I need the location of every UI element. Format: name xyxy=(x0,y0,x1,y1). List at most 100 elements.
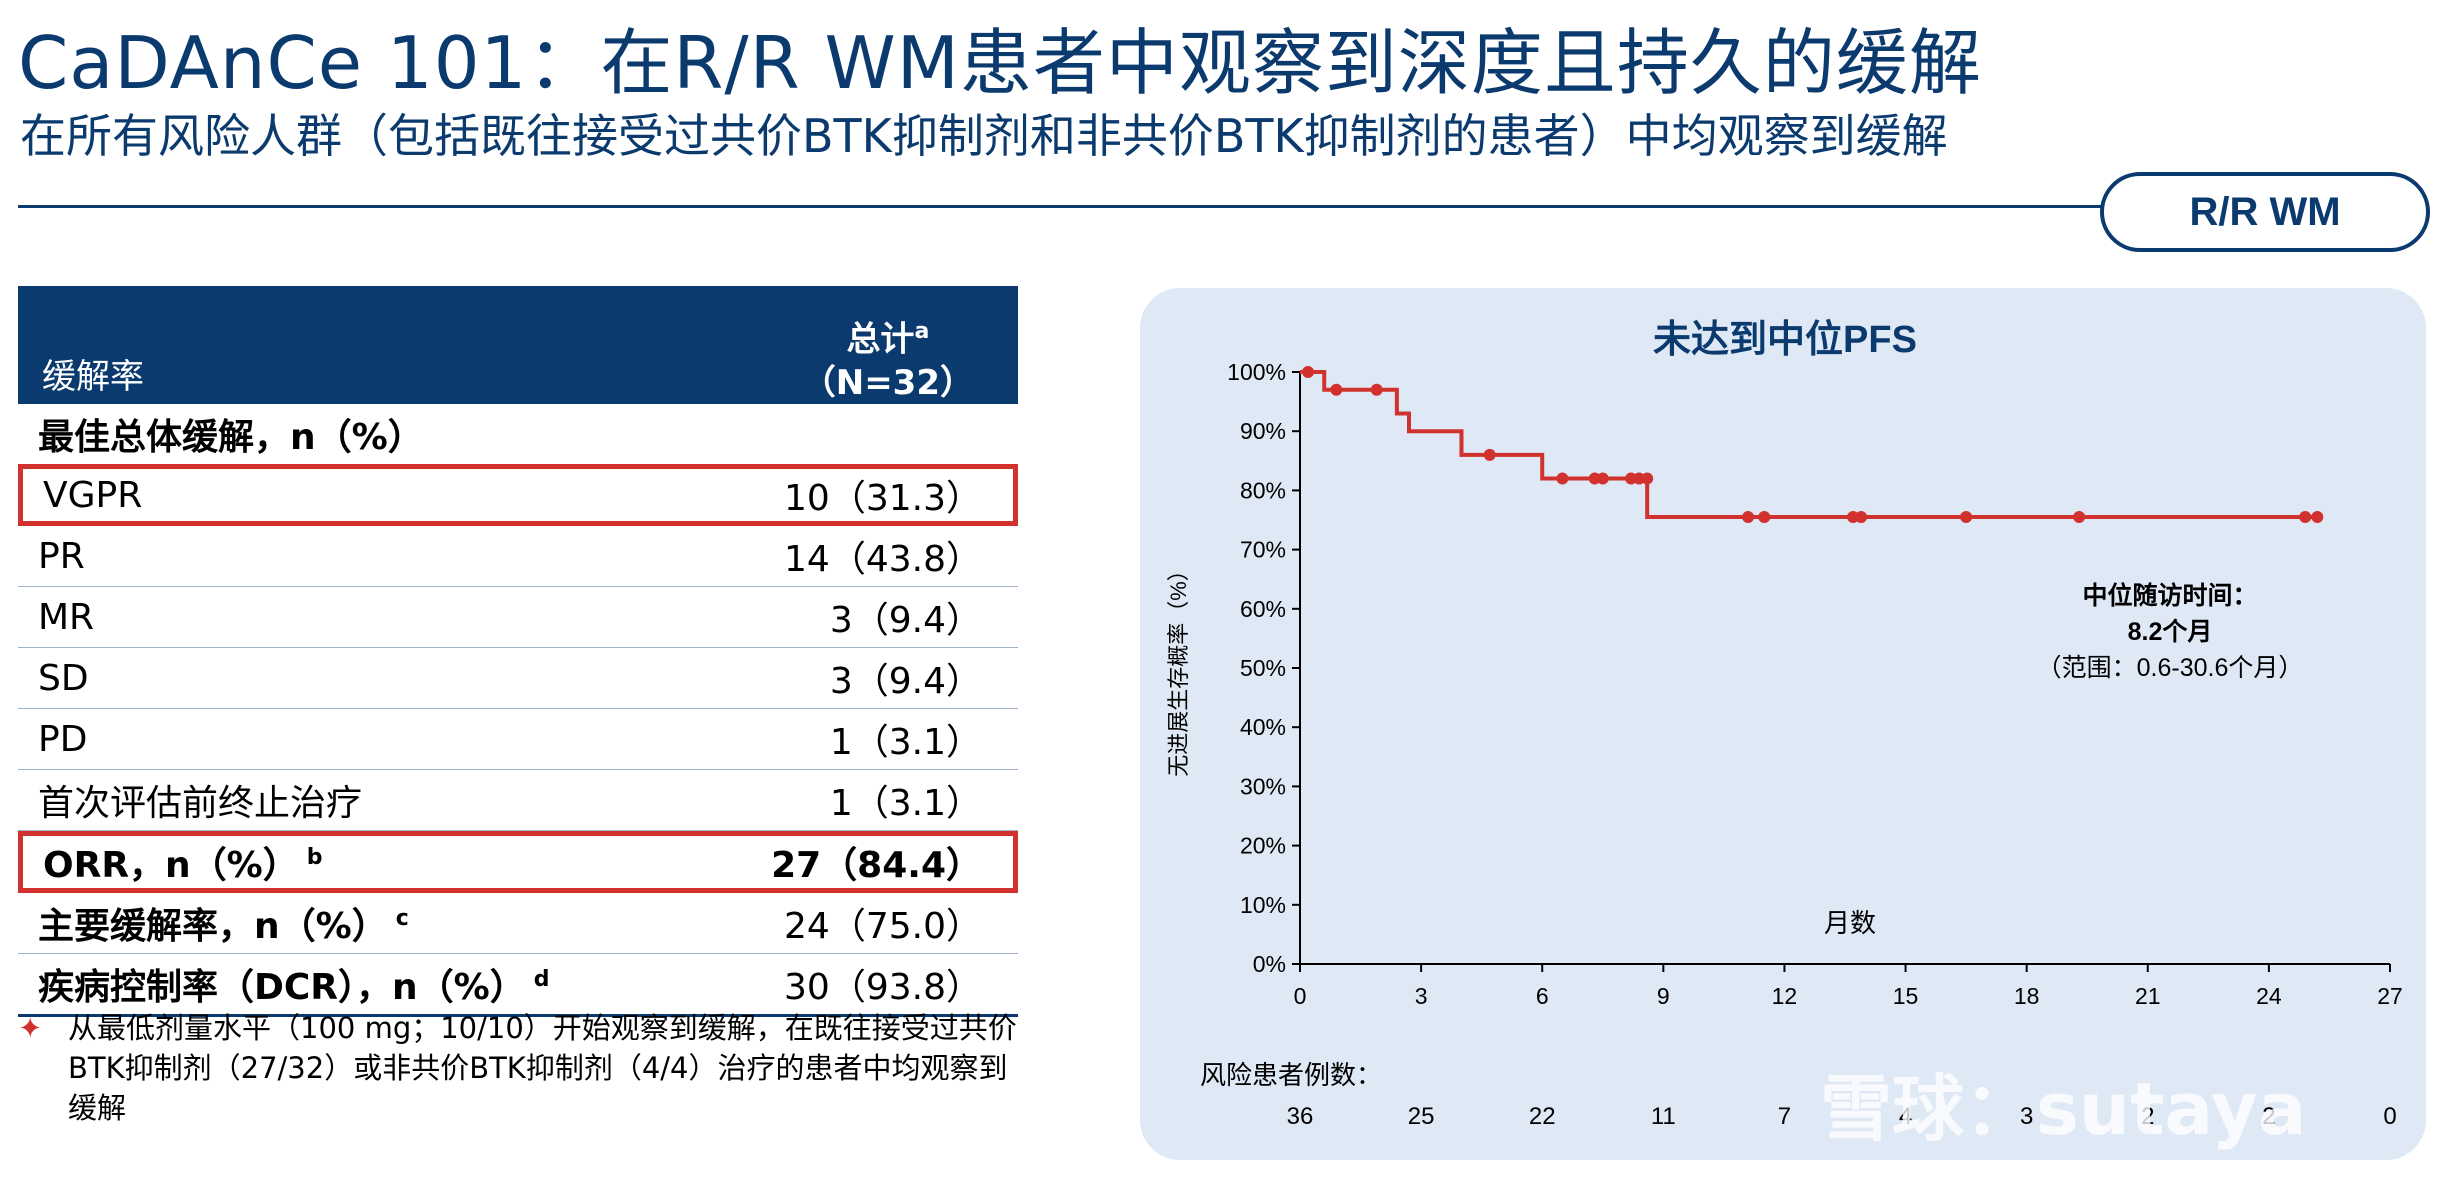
row-value: 14（43.8） xyxy=(784,539,982,580)
median-followup-label: 中位随访时间： xyxy=(2082,581,2257,610)
table-row-mr: MR 3（9.4） xyxy=(18,587,1018,648)
footnote-marker-a: a xyxy=(914,319,930,344)
table-row-orr: ORR，n（%） b 27（84.4） xyxy=(18,831,1018,893)
y-tick-label: 50% xyxy=(1240,655,1286,681)
censor-mark xyxy=(1330,383,1343,396)
censor-mark xyxy=(1758,511,1771,524)
censor-mark xyxy=(2311,511,2324,524)
x-tick-label: 3 xyxy=(1415,983,1428,1009)
followup-range: （范围：0.6-30.6个月） xyxy=(2037,654,2304,682)
table-row-vgpr: VGPR 10（31.3） xyxy=(18,464,1018,526)
section-label-row: 最佳总体缓解，n（%） xyxy=(18,404,1018,464)
censor-mark xyxy=(1483,448,1496,461)
x-tick-label: 27 xyxy=(2377,983,2403,1009)
total-label: 总计 xyxy=(846,319,915,360)
at-risk-count: 2 xyxy=(2262,1103,2275,1130)
footnote-text: 从最低剂量水平（100 mg；10/10）开始观察到缓解，在既往接受过共价BTK… xyxy=(68,1011,1017,1125)
censor-mark xyxy=(1960,511,1973,524)
median-followup-value: 8.2个月 xyxy=(2128,618,2213,646)
watermark: 雪球：sutaya xyxy=(1820,1067,2307,1151)
at-risk-count: 11 xyxy=(1651,1103,1676,1130)
column-header-total: 总计a （N=32） xyxy=(802,310,974,405)
table-row-sd: SD 3（9.4） xyxy=(18,648,1018,709)
censor-mark xyxy=(1302,366,1315,378)
at-risk-label: 风险患者例数： xyxy=(1200,1060,1382,1090)
x-tick-label: 6 xyxy=(1536,983,1549,1009)
y-tick-label: 40% xyxy=(1240,714,1286,740)
at-risk-count: 4 xyxy=(1899,1103,1912,1130)
y-tick-label: 0% xyxy=(1253,951,1286,977)
table-row-dcr: 疾病控制率（DCR），n（%） d 30（93.8） xyxy=(18,954,1018,1017)
censor-mark xyxy=(2299,511,2312,524)
row-label: PR xyxy=(38,535,85,577)
footnote-marker-c: c xyxy=(395,906,409,931)
row-label: PD xyxy=(38,718,88,760)
table-row-major-response: 主要缓解率，n（%） c 24（75.0） xyxy=(18,893,1018,954)
x-tick-label: 0 xyxy=(1294,983,1307,1009)
table-row-discontinued: 首次评估前终止治疗 1（3.1） xyxy=(18,770,1018,831)
row-value: 10（31.3） xyxy=(784,478,982,519)
x-tick-label: 24 xyxy=(2256,983,2282,1009)
pfs-step-line xyxy=(1300,370,2322,520)
row-value: 24（75.0） xyxy=(784,906,982,947)
header-divider xyxy=(18,205,2108,208)
section-label: 最佳总体缓解，n（%） xyxy=(38,417,424,458)
at-risk-count: 2 xyxy=(2141,1103,2154,1130)
row-label: 首次评估前终止治疗 xyxy=(38,783,363,824)
footnote-marker-b: b xyxy=(306,845,323,870)
footnote-marker-d: d xyxy=(533,967,550,992)
x-tick-label: 15 xyxy=(1893,983,1919,1009)
population-badge: R/R WM xyxy=(2100,172,2430,252)
x-tick-label: 18 xyxy=(2014,983,2040,1009)
pfs-kaplan-meier-chart: 未达到中位PFS 0% 10% 20% 30% 40% 50% 60% 70% 80% 90% 10… xyxy=(1166,319,2403,1130)
y-tick-label: 10% xyxy=(1240,892,1286,918)
slide-title: CaDAnCe 101：在R/R WM患者中观察到深度且持久的缓解 xyxy=(18,21,1982,105)
row-label: MR xyxy=(38,596,95,638)
y-tick-label: 30% xyxy=(1240,773,1286,799)
censor-mark xyxy=(1370,383,1383,396)
row-value: 1（3.1） xyxy=(829,783,982,824)
row-value: 3（9.4） xyxy=(829,600,982,641)
x-tick-label: 9 xyxy=(1657,983,1670,1009)
chart-title: 未达到中位PFS xyxy=(1653,319,1917,361)
star-bullet-icon: ✦ xyxy=(18,1011,43,1045)
censor-mark xyxy=(1855,511,1868,524)
total-n-label: （N=32） xyxy=(801,363,974,404)
censor-mark xyxy=(1596,472,1609,485)
row-label: SD xyxy=(38,657,89,699)
censor-mark xyxy=(1742,511,1755,524)
row-value: 1（3.1） xyxy=(829,722,982,763)
row-label: VGPR xyxy=(43,474,143,516)
x-axis-label: 月数 xyxy=(1824,908,1876,938)
censor-mark xyxy=(1556,472,1569,485)
x-tick-label: 12 xyxy=(1772,983,1798,1009)
row-value: 3（9.4） xyxy=(829,661,982,702)
y-tick-label: 60% xyxy=(1240,596,1286,622)
at-risk-count: 25 xyxy=(1408,1103,1435,1130)
table-row-pd: PD 1（3.1） xyxy=(18,709,1018,770)
table-row-pr: PR 14（43.8） xyxy=(18,526,1018,587)
row-value: 30（93.8） xyxy=(784,967,982,1008)
y-tick-label: 70% xyxy=(1240,537,1286,563)
table-header: 缓解率 总计a （N=32） xyxy=(18,286,1018,404)
pfs-chart-panel: 未达到中位PFS 0% 10% 20% 30% 40% 50% 60% 70% 80% 90% 10… xyxy=(1140,288,2426,1160)
y-axis-label: 无进展生存概率（%） xyxy=(1166,559,1191,777)
at-risk-count: 3 xyxy=(2020,1103,2033,1130)
column-header-response: 缓解率 xyxy=(42,357,144,397)
y-tick-label: 90% xyxy=(1240,418,1286,444)
row-label: 疾病控制率（DCR），n（%） d xyxy=(38,967,550,1008)
censor-mark xyxy=(2073,511,2086,524)
row-label: 主要缓解率，n（%） c xyxy=(38,906,409,947)
y-tick-label: 100% xyxy=(1227,359,1286,385)
at-risk-count: 36 xyxy=(1287,1103,1314,1130)
at-risk-count: 7 xyxy=(1778,1103,1791,1130)
at-risk-count: 0 xyxy=(2383,1103,2396,1130)
at-risk-count: 22 xyxy=(1529,1103,1556,1130)
footnote: ✦ 从最低剂量水平（100 mg；10/10）开始观察到缓解，在既往接受过共价B… xyxy=(18,1008,1028,1128)
y-tick-label: 20% xyxy=(1240,833,1286,859)
row-label: ORR，n（%） b xyxy=(43,845,323,886)
x-tick-label: 21 xyxy=(2135,983,2161,1009)
row-value: 27（84.4） xyxy=(771,845,982,886)
response-rate-table: 缓解率 总计a （N=32） 最佳总体缓解，n（%） VGPR 10（31.3）… xyxy=(18,286,1018,1017)
slide-subtitle: 在所有风险人群（包括既往接受过共价BTK抑制剂和非共价BTK抑制剂的患者）中均观… xyxy=(20,109,1948,163)
